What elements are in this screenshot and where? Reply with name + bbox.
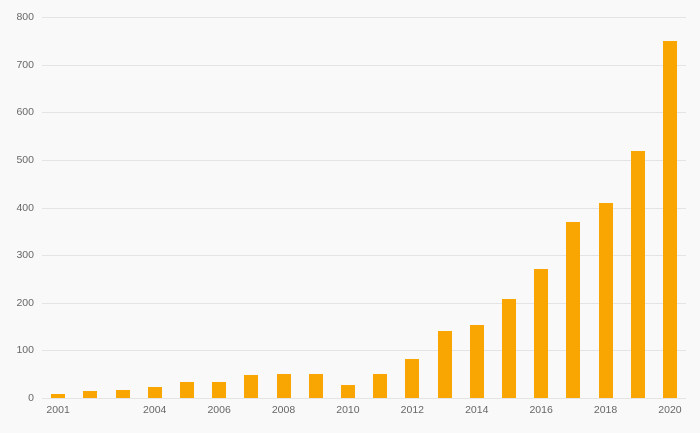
bar-column-2013 (428, 17, 460, 398)
y-axis-tick-label: 500 (16, 153, 34, 166)
bar-2006 (212, 382, 227, 398)
y-axis-tick-label: 700 (16, 58, 34, 71)
bar-column-2018 (589, 17, 621, 398)
y-axis-tick-label: 800 (16, 10, 34, 23)
bar-2016 (534, 269, 549, 398)
bar-column-2019 (622, 17, 654, 398)
y-axis-tick-label: 400 (16, 201, 34, 214)
gridline (42, 255, 686, 257)
x-axis-tick-label (171, 404, 203, 416)
bar-column-2003 (106, 17, 138, 398)
bar-2007 (244, 375, 259, 398)
bar-column-2014 (461, 17, 493, 398)
x-axis-tick-label (428, 404, 460, 416)
bar-2001 (51, 394, 66, 398)
bar-2013 (437, 331, 452, 398)
gridline (42, 207, 686, 209)
x-axis-tick-label: 2014 (465, 404, 489, 416)
x-axis-tick-label (622, 404, 654, 416)
x-axis-tick-label (300, 404, 332, 416)
gridline (42, 159, 686, 161)
bar-2010 (340, 385, 355, 398)
bar-column-2005 (171, 17, 203, 398)
bar-column-2017 (557, 17, 589, 398)
bar-2012 (405, 358, 420, 398)
bar-column-2020 (654, 17, 686, 398)
bar-2009 (308, 374, 323, 398)
bar-2017 (566, 221, 581, 398)
bar-2002 (83, 390, 98, 398)
bar-column-2007 (235, 17, 267, 398)
bar-2015 (501, 299, 516, 398)
y-axis-tick-label: 100 (16, 344, 34, 357)
y-axis-tick-label: 600 (16, 106, 34, 118)
bar-column-2009 (300, 17, 332, 398)
gridline (42, 350, 686, 352)
x-axis-tick-label: 2001 (46, 404, 70, 416)
x-axis-tick-label: 2008 (271, 404, 296, 416)
y-axis-tick-label: 200 (16, 296, 34, 309)
bar-2011 (373, 374, 388, 398)
bar-column-2001 (42, 17, 74, 398)
bar-column-2004 (139, 17, 171, 398)
bar-2020 (662, 40, 677, 398)
bar-2005 (179, 382, 194, 398)
x-axis-tick-label (235, 404, 267, 416)
x-axis-tick-label: 2012 (400, 404, 425, 416)
gridline (42, 112, 686, 114)
gridline (42, 17, 686, 18)
bar-column-2008 (267, 17, 299, 398)
x-axis-tick-label: 2020 (658, 404, 682, 416)
bar-column-2002 (74, 17, 106, 398)
y-axis-tick-label: 0 (28, 391, 34, 404)
bar-2008 (276, 374, 291, 398)
bar-2014 (469, 325, 484, 398)
x-axis: 2001 2004 2006 2008 2010 2012 2014 2016 2018 2020 (42, 404, 686, 416)
y-axis-tick-label: 300 (16, 248, 34, 261)
x-axis-tick-label: 2016 (529, 404, 553, 416)
bars-layer (42, 17, 686, 398)
x-axis-tick-label (364, 404, 396, 416)
bar-2018 (598, 202, 613, 398)
x-axis-tick-label (493, 404, 525, 416)
x-axis-tick-label: 2010 (336, 404, 360, 416)
x-axis-tick-label (557, 404, 589, 416)
x-axis-tick-label: 2004 (143, 404, 167, 416)
gridline (42, 302, 686, 304)
bar-2004 (147, 387, 162, 398)
bar-column-2010 (332, 17, 364, 398)
bar-column-2006 (203, 17, 235, 398)
x-axis-tick-label (106, 404, 138, 416)
bar-2003 (115, 389, 130, 398)
plot-area: 0 100 200 300 400 500 600 700 800 (16, 12, 686, 403)
x-axis-tick-label: 2018 (593, 404, 618, 416)
bar-column-2015 (493, 17, 525, 398)
bar-2019 (630, 151, 645, 398)
x-axis-tick-label (74, 404, 106, 416)
bar-column-2011 (364, 17, 396, 398)
gridline (42, 398, 686, 399)
gridline (42, 64, 686, 66)
x-axis-tick-label: 2006 (207, 404, 231, 416)
bar-column-2016 (525, 17, 557, 398)
bar-column-2012 (396, 17, 428, 398)
